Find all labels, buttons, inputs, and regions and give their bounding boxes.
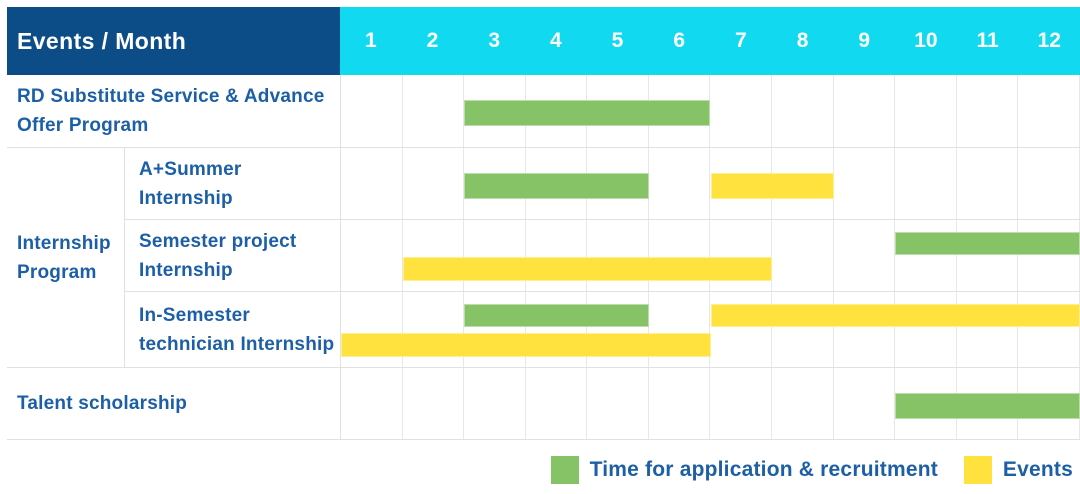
header-month-labels: 1 2 3 4 5 6 7 8 9 10 11 12 xyxy=(340,7,1080,75)
month-gridcell xyxy=(834,148,896,219)
month-gridcell xyxy=(1018,220,1080,291)
legend-label-recruitment: Time for application & recruitment xyxy=(589,458,938,481)
month-gridcell xyxy=(834,220,896,291)
month-gridcell xyxy=(649,292,711,367)
month-label: 4 xyxy=(550,29,562,52)
gantt-bar-recruitment xyxy=(464,172,649,199)
month-gridcell xyxy=(403,148,465,219)
month-gridcell xyxy=(526,220,588,291)
month-gridcell xyxy=(341,368,403,439)
row-label-semester-project: Semester project Internship xyxy=(124,220,340,292)
month-gridcell xyxy=(526,368,588,439)
month-label: 6 xyxy=(673,29,686,52)
month-gridcell xyxy=(834,75,896,147)
month-gridcell xyxy=(957,292,1019,367)
month-gridcell xyxy=(710,368,773,439)
events-swatch-icon xyxy=(963,456,992,484)
table-header-row: Events / Month 1 2 3 4 5 6 7 8 9 10 11 12 xyxy=(7,7,1080,75)
month-gridcell xyxy=(957,148,1019,219)
month-label: 3 xyxy=(488,29,501,52)
gantt-track-row-3 xyxy=(340,220,1080,292)
month-gridcell xyxy=(834,368,896,439)
month-gridcell xyxy=(957,75,1019,147)
month-gridcell xyxy=(772,220,834,291)
row-label-in-semester-technician: In-Semester technician Internship xyxy=(124,292,340,368)
month-gridcell xyxy=(710,75,773,147)
month-label: 9 xyxy=(858,29,871,52)
gantt-track-row-2 xyxy=(340,148,1080,220)
month-gridcell xyxy=(834,292,896,367)
month-gridcell xyxy=(341,148,403,219)
month-label: 5 xyxy=(611,29,624,52)
month-gridcell xyxy=(464,368,526,439)
month-gridcell xyxy=(649,148,711,219)
gantt-bar-recruitment xyxy=(464,304,649,327)
month-gridcell xyxy=(772,292,834,367)
gantt-track-row-5 xyxy=(340,368,1080,440)
recruitment-swatch-icon xyxy=(550,456,579,484)
row-label-talent-scholarship: Talent scholarship xyxy=(7,368,340,440)
month-gridcell xyxy=(772,75,834,147)
header-title: Events / Month xyxy=(7,7,340,75)
gantt-bar-recruitment xyxy=(895,392,1080,419)
month-gridcell xyxy=(341,292,403,367)
month-label: 2 xyxy=(426,29,439,52)
month-gridcell xyxy=(1018,148,1080,219)
month-gridcell xyxy=(649,368,711,439)
month-gridcell xyxy=(403,292,465,367)
gantt-bar-recruitment xyxy=(895,232,1080,255)
month-gridcell xyxy=(710,292,773,367)
month-gridcell xyxy=(403,220,465,291)
month-gridcell xyxy=(403,75,465,147)
schedule-table: Events / Month 1 2 3 4 5 6 7 8 9 10 11 12 RD Substi… xyxy=(7,7,1080,440)
month-label: 11 xyxy=(976,29,999,52)
gantt-bar-events xyxy=(710,172,834,199)
month-gridcell xyxy=(772,368,834,439)
legend-item-events: Events xyxy=(963,456,1073,484)
legend: Time for application & recruitment Event… xyxy=(550,456,1073,484)
gantt-bar-recruitment xyxy=(464,100,711,126)
month-gridcell xyxy=(649,220,711,291)
row-label-a-plus-summer: A+Summer Internship xyxy=(124,148,340,220)
month-gridcell xyxy=(710,220,773,291)
month-gridcell xyxy=(895,148,957,219)
row-label-rd-substitute: RD Substitute Service & Advance Offer Pr… xyxy=(7,75,340,148)
month-gridcell xyxy=(587,368,649,439)
group-label-internship-program: Internship Program xyxy=(7,148,124,368)
month-gridcell xyxy=(341,75,403,147)
month-gridcell xyxy=(526,292,588,367)
month-label: 12 xyxy=(1037,29,1061,52)
month-gridcell xyxy=(1018,75,1080,147)
month-label: 8 xyxy=(796,29,809,52)
month-gridcell xyxy=(464,220,526,291)
month-gridcell xyxy=(587,292,649,367)
gantt-bar-events xyxy=(341,333,711,357)
month-label: 10 xyxy=(914,29,938,52)
gantt-track-row-4 xyxy=(340,292,1080,368)
gantt-bar-events xyxy=(402,257,773,281)
legend-item-recruitment: Time for application & recruitment xyxy=(550,456,938,484)
month-gridcell xyxy=(895,220,957,291)
month-label: 7 xyxy=(735,29,747,52)
schedule-body: RD Substitute Service & Advance Offer Pr… xyxy=(7,75,1080,440)
month-gridcell xyxy=(895,292,957,367)
month-gridcell xyxy=(1018,292,1080,367)
month-gridcell xyxy=(403,368,465,439)
legend-label-events: Events xyxy=(1002,458,1073,481)
month-gridcell xyxy=(464,292,526,367)
month-gridcell xyxy=(957,220,1019,291)
month-label: 1 xyxy=(364,29,377,52)
month-gridcell xyxy=(587,220,649,291)
gantt-track-row-1 xyxy=(340,75,1080,148)
gantt-bar-events xyxy=(710,304,1080,327)
month-gridcell xyxy=(341,220,403,291)
month-gridcell xyxy=(895,75,957,147)
